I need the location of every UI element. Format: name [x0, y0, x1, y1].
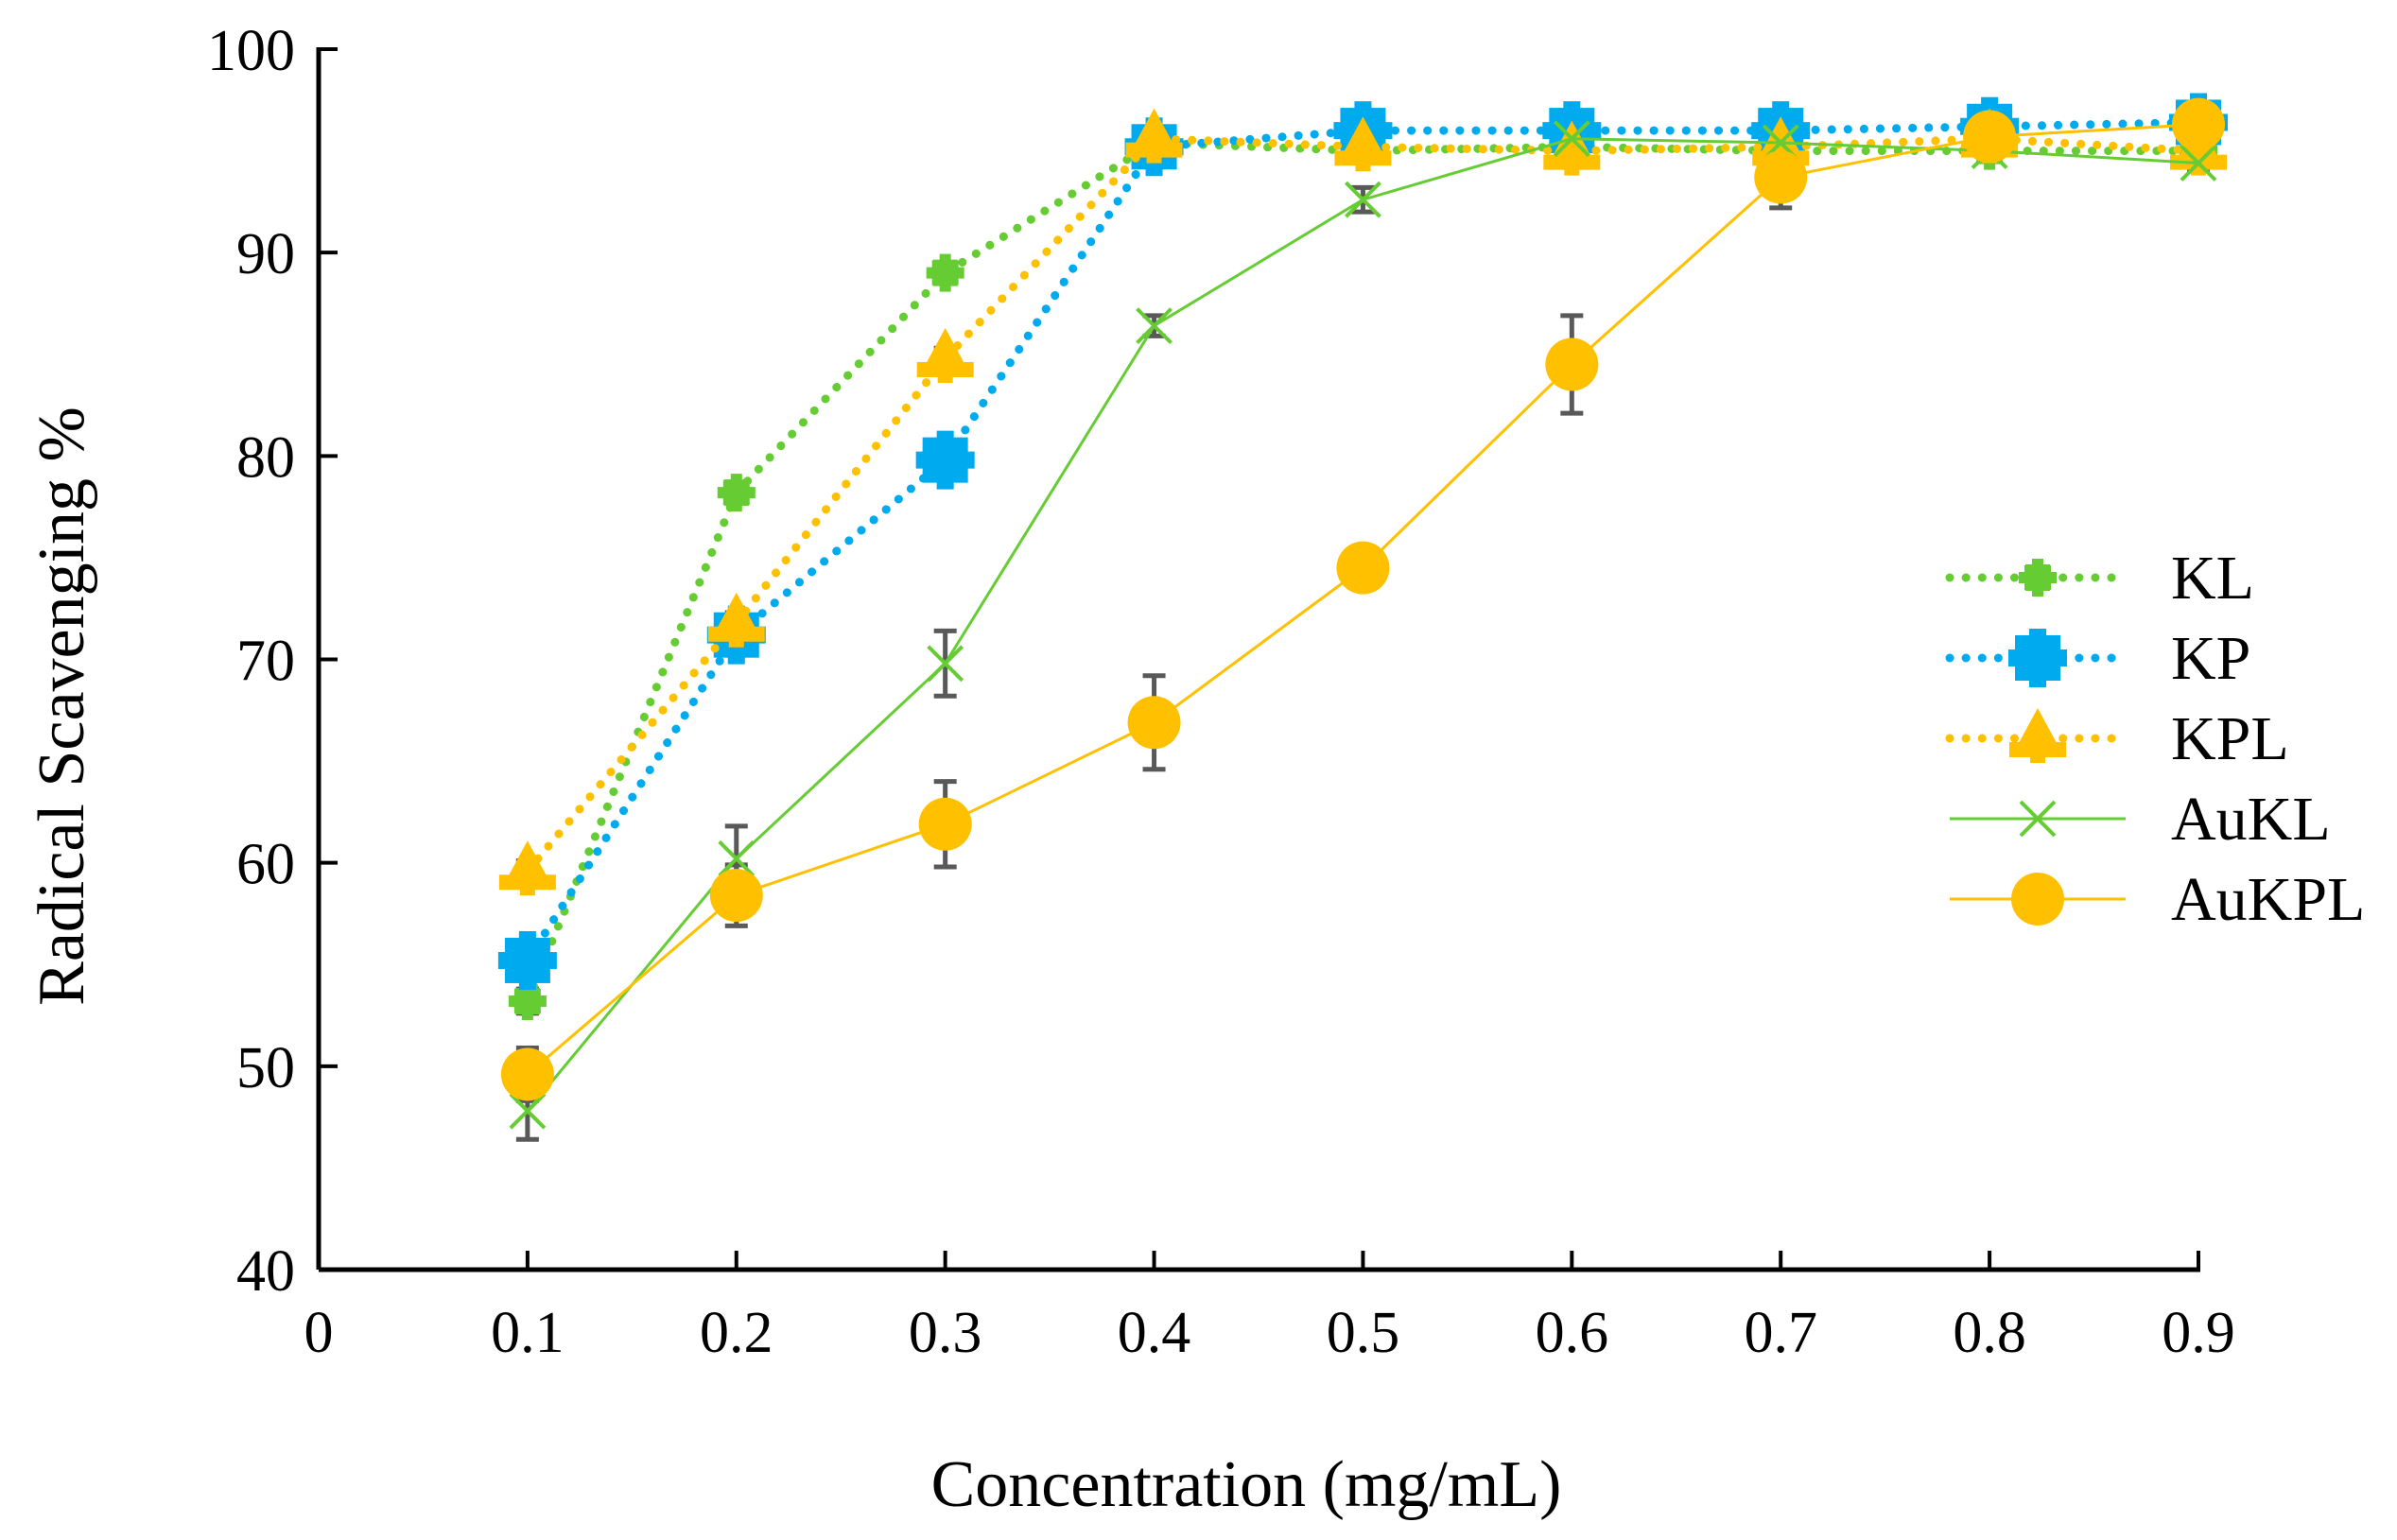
x-tick-label: 0.6: [1536, 1301, 1609, 1365]
x-tick-label: 0.7: [1744, 1301, 1817, 1365]
axes-layer: [316, 47, 2200, 1272]
data-point-aukpl: [1127, 696, 1181, 750]
data-point-aukl: [509, 1092, 547, 1130]
x-tick-label: 0: [304, 1301, 334, 1365]
data-point-aukpl: [918, 797, 972, 851]
data-point-aukl: [718, 839, 756, 877]
data-point-kpl: [498, 840, 556, 896]
y-tick-label: 60: [236, 833, 295, 897]
data-point-aukl: [927, 645, 964, 683]
data-point-aukpl: [500, 1047, 554, 1101]
data-point-kl: [926, 253, 964, 292]
data-point-kpl: [916, 328, 974, 384]
x-tick-label: 0.5: [1327, 1301, 1400, 1365]
data-point-aukl: [1553, 120, 1590, 158]
legend-item-kpl: KPL: [1945, 704, 2289, 773]
data-point-kpl: [1543, 120, 1601, 176]
data-point-kpl: [1125, 108, 1183, 164]
data-point-aukpl: [2172, 97, 2225, 151]
x-tick-label: 0.9: [2162, 1301, 2235, 1365]
series-line-aukl: [526, 137, 2199, 1113]
legend-item-aukpl: AuKPL: [1950, 865, 2365, 934]
data-point-aukpl: [1545, 337, 1599, 391]
data-point-aukpl: [1963, 110, 2017, 164]
legend-item-kl: KL: [1945, 544, 2254, 613]
data-point-kpl: [1334, 116, 1392, 172]
data-point-kl: [508, 981, 547, 1020]
legend-label-kl: KL: [2171, 544, 2254, 613]
legend-label-aukl: AuKL: [2171, 785, 2331, 854]
data-point-aukl: [1136, 307, 1172, 345]
y-tick-label: 70: [236, 630, 295, 694]
y-tick-label: 40: [236, 1239, 295, 1304]
legend: KL KP KPL AuKL AuKPL: [1945, 544, 2365, 934]
legend-marker-kpl: [2009, 708, 2066, 763]
series-line-aukpl: [526, 123, 2199, 1076]
legend-label-kp: KP: [2171, 624, 2250, 693]
y-tick-label: 80: [236, 425, 295, 490]
legend-label-kpl: KPL: [2171, 704, 2289, 773]
data-point-aukpl: [709, 869, 763, 923]
data-point-kpl: [707, 592, 765, 648]
x-tick-label: 0.8: [1953, 1301, 2026, 1365]
legend-item-kp: KP: [1945, 624, 2250, 693]
legend-marker-kl: [2019, 559, 2057, 597]
legend-label-aukpl: AuKPL: [2171, 865, 2365, 934]
y-tick-label: 100: [207, 19, 295, 83]
legend-marker-aukl: [2019, 800, 2057, 838]
data-point-kp: [915, 430, 975, 490]
y-tick-label: 50: [236, 1036, 295, 1100]
x-tick-label: 0.2: [700, 1301, 773, 1365]
data-point-kp: [497, 930, 557, 990]
y-axis-title: Radical Scavenging %: [26, 407, 98, 1006]
x-tick-label: 0.4: [1118, 1301, 1191, 1365]
data-point-aukl: [1345, 181, 1381, 218]
x-axis-title: Concentration (mg/mL): [931, 1448, 1562, 1521]
y-tick-label: 90: [236, 222, 295, 286]
data-point-aukl: [2180, 145, 2217, 182]
x-axis-ticks: 0 0.1 0.2 0.3 0.4 0.5 0.6 0.7 0.8 0.9: [304, 1251, 2235, 1365]
data-point-aukpl: [1336, 541, 1390, 595]
x-tick-label: 0.1: [491, 1301, 565, 1365]
y-axis-ticks: 40 50 60 70 80 90 100: [207, 19, 338, 1304]
series-line-kpl: [523, 134, 2203, 875]
data-point-kl: [717, 474, 756, 512]
legend-item-aukl: AuKL: [1950, 785, 2331, 854]
error-bars-layer: [515, 113, 2210, 1142]
legend-marker-aukpl: [2011, 873, 2064, 926]
legend-marker-kp: [2008, 629, 2067, 687]
series-layer: [497, 93, 2228, 1130]
x-tick-label: 0.3: [909, 1301, 982, 1365]
data-point-aukpl: [1754, 150, 1808, 204]
